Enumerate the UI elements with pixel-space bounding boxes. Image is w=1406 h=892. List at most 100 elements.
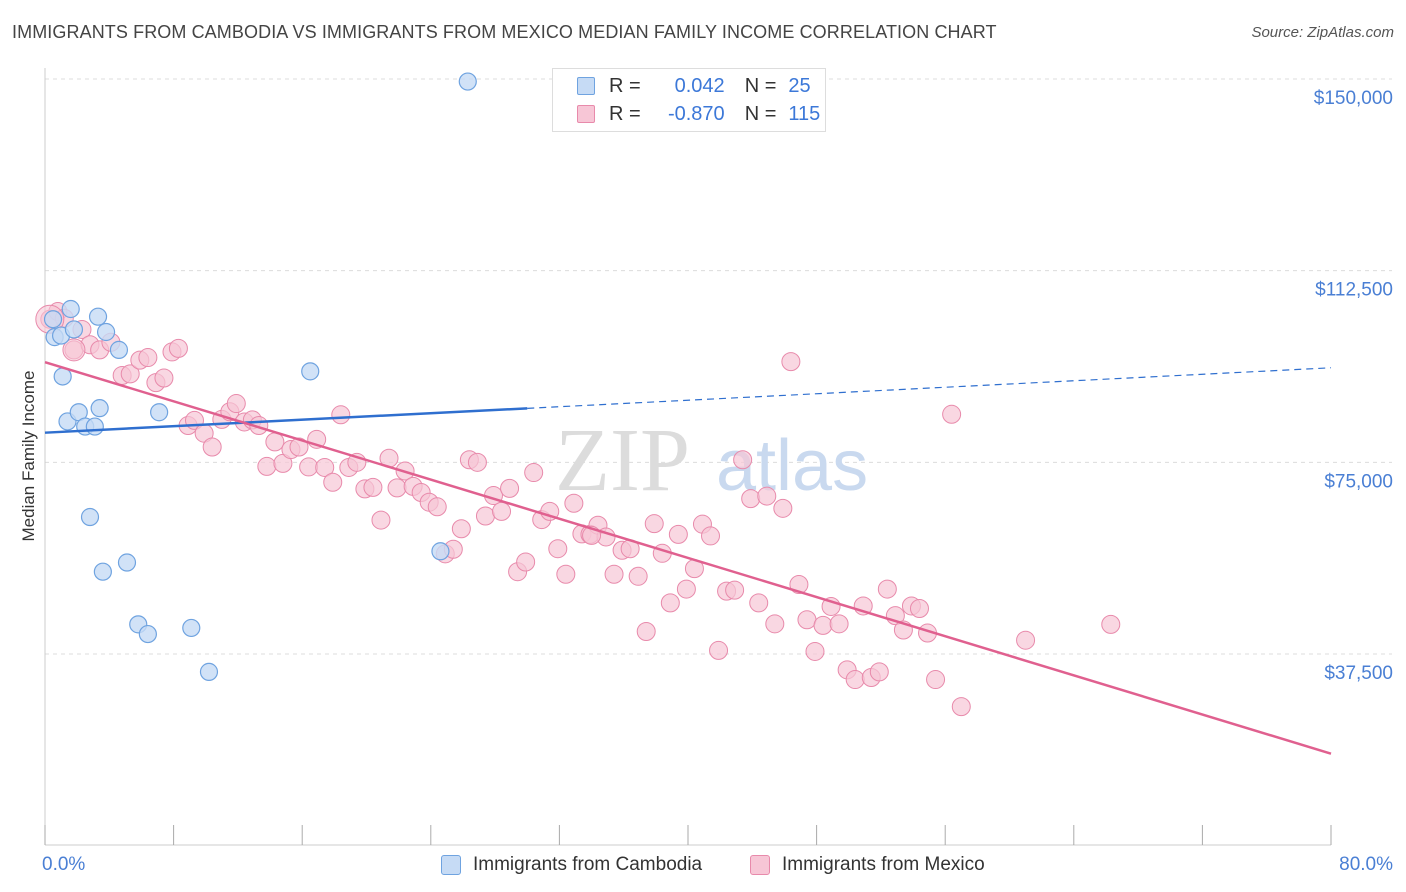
mexico-legend-swatch <box>750 855 770 875</box>
mexico-point <box>154 368 174 388</box>
mexico-point <box>371 510 391 530</box>
mexico-point <box>797 610 817 630</box>
mexico-point <box>331 405 351 425</box>
mexico-swatch <box>577 105 595 123</box>
mexico-point <box>636 622 656 642</box>
legend-n-value: 115 <box>788 102 821 125</box>
y-tick-label: $37,500 <box>1324 663 1393 684</box>
mexico-point <box>733 450 753 470</box>
mexico-point <box>265 432 285 452</box>
mexico-point <box>668 524 688 544</box>
mexico-point <box>749 593 769 613</box>
mexico-point <box>548 539 568 559</box>
mexico-point <box>564 493 584 513</box>
legend-n-value: 25 <box>788 74 811 97</box>
axes <box>44 68 1332 846</box>
cambodia-point <box>64 320 84 339</box>
cambodia-point <box>138 624 157 644</box>
legend-n-label: N = <box>744 102 777 125</box>
cambodia-point <box>150 403 169 422</box>
cambodia-trend-line-extrapolated <box>527 367 1332 409</box>
cambodia-point <box>90 399 109 418</box>
mexico-point <box>845 670 865 690</box>
legend-n-label: N = <box>744 74 777 97</box>
mexico-point <box>757 486 777 506</box>
y-tick-label: $75,000 <box>1324 471 1393 492</box>
bottom-legend-cambodia: Immigrants from Cambodia <box>441 852 702 878</box>
mexico-point <box>951 697 971 717</box>
mexico-point <box>138 348 158 368</box>
mexico-point <box>604 564 624 584</box>
cambodia-point <box>458 72 477 91</box>
mexico-point <box>120 364 140 384</box>
mexico-point <box>628 566 648 586</box>
mexico-point <box>315 457 335 477</box>
mexico-point <box>467 452 487 472</box>
mexico-point <box>1016 630 1036 650</box>
legend-row-cambodia: R = 0.042 N = 25 <box>577 73 811 99</box>
mexico-point-cluster <box>62 338 86 362</box>
chart-title: IMMIGRANTS FROM CAMBODIA VS IMMIGRANTS F… <box>12 22 997 42</box>
legend-r-label: R = <box>609 74 641 97</box>
mexico-point <box>226 394 246 414</box>
trend-lines <box>44 360 1332 755</box>
mexico-point <box>701 526 721 546</box>
cambodia-legend-swatch <box>441 855 461 875</box>
cambodia-point <box>43 310 63 329</box>
correlation-legend: R = 0.042 N = 25 R = -0.870 N = 115 <box>552 68 826 132</box>
cambodia-point <box>109 340 129 359</box>
cambodia-point <box>88 307 108 326</box>
cambodia-point <box>85 417 104 436</box>
mexico-point <box>363 477 383 497</box>
tick-labels: $37,500 $75,000 $112,500 $150,000 0.0% 80.0% <box>42 88 1393 875</box>
x-tick-label: 80.0% <box>1339 854 1393 875</box>
cambodia-trend-line <box>44 407 528 434</box>
mexico-point <box>644 514 664 534</box>
cambodia-legend-label: Immigrants from Cambodia <box>473 854 703 875</box>
cambodia-point <box>117 553 137 572</box>
mexico-point <box>877 579 897 599</box>
source-label: Source: ZipAtlas.com <box>1251 24 1394 41</box>
mexico-point <box>299 457 319 477</box>
mexico-point <box>516 552 536 572</box>
mexico-point <box>500 478 520 498</box>
mexico-point <box>556 564 576 584</box>
cambodia-point <box>93 562 112 581</box>
mexico-point <box>323 472 343 492</box>
x-tick-label: 0.0% <box>42 854 85 875</box>
legend-r-value: -0.870 <box>667 102 725 125</box>
mexico-point <box>676 579 696 599</box>
mexico-point <box>257 456 277 476</box>
mexico-point <box>660 593 680 613</box>
mexico-point <box>524 463 544 483</box>
cambodia-point <box>431 542 450 561</box>
y-tick-label: $112,500 <box>1315 280 1393 301</box>
cambodia-points <box>43 72 477 681</box>
legend-r-label: R = <box>609 102 641 125</box>
watermark: ZIP atlas <box>555 411 868 510</box>
cambodia-point <box>301 362 320 381</box>
mexico-point <box>387 478 407 498</box>
mexico-point <box>741 489 761 509</box>
mexico-point <box>451 519 471 539</box>
cambodia-point <box>96 322 116 342</box>
mexico-point <box>765 614 785 634</box>
cambodia-swatch <box>577 77 595 95</box>
legend-r-value: 0.042 <box>674 74 725 97</box>
mexico-point <box>202 437 222 457</box>
mexico-point <box>475 506 495 526</box>
y-axis-label: Median Family Income <box>19 370 38 541</box>
mexico-point <box>773 498 793 518</box>
mexico-point <box>942 404 962 424</box>
mexico-trend-line <box>44 360 1332 755</box>
mexico-point <box>168 338 188 358</box>
mexico-legend-label: Immigrants from Mexico <box>782 854 985 875</box>
mexico-point <box>781 352 801 372</box>
mexico-point <box>813 615 833 635</box>
mexico-point <box>909 599 929 619</box>
cambodia-point <box>61 299 80 319</box>
watermark-zip: ZIP <box>555 411 690 510</box>
mexico-point <box>1101 614 1121 634</box>
mexico-point <box>725 580 745 600</box>
